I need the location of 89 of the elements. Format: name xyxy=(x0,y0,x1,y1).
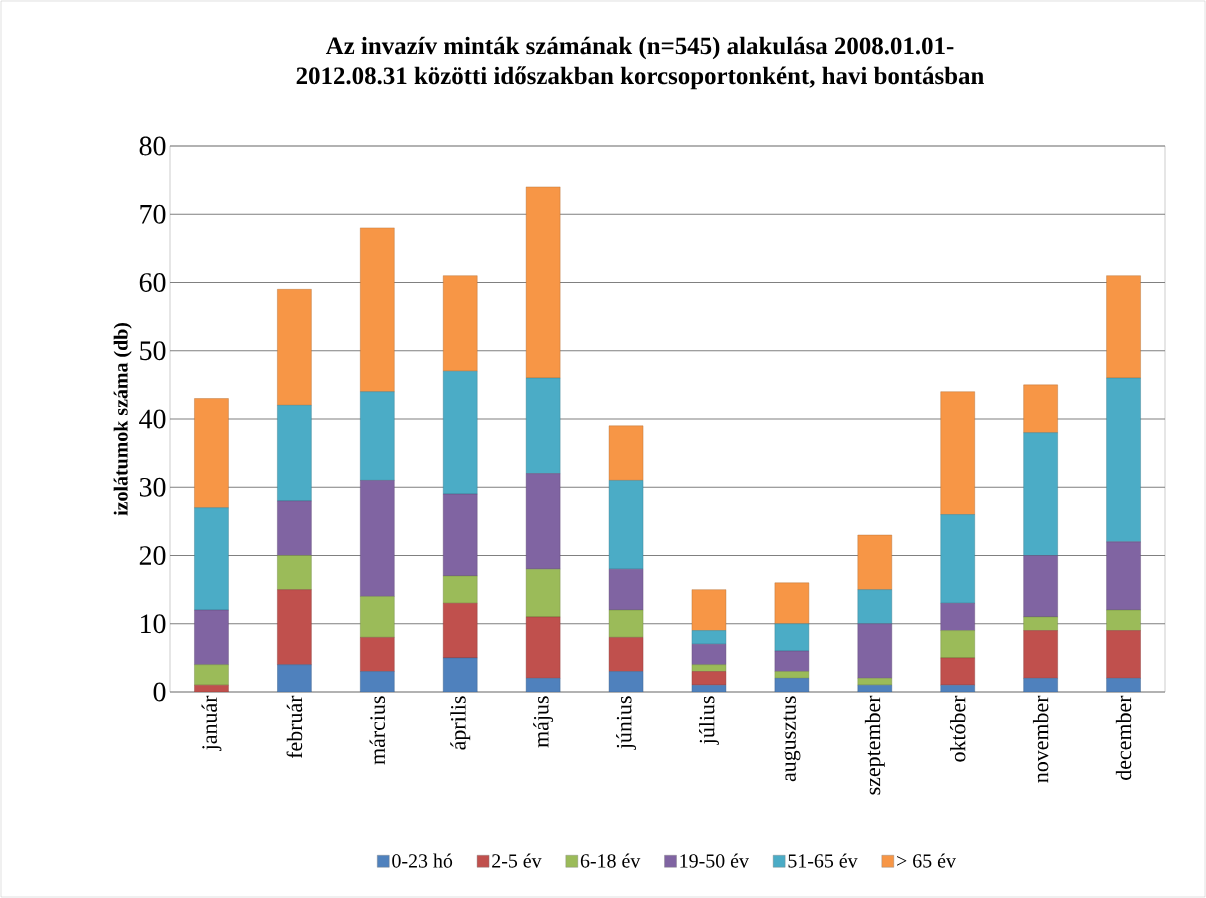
bar xyxy=(1023,630,1058,679)
x-tick-label: február xyxy=(286,695,303,759)
bar xyxy=(360,227,395,392)
bar xyxy=(774,671,810,679)
bar xyxy=(277,405,312,502)
bar xyxy=(277,589,312,665)
bar xyxy=(940,657,975,686)
bar xyxy=(194,507,229,611)
bar xyxy=(277,289,312,406)
chart-title: Az invazív minták számának (n=545) alakulása 2008.01.01- 2012.08.31 közötti időszakban korcsoportonként, havi bontásban xyxy=(296,36,984,90)
bar xyxy=(443,575,478,604)
bar xyxy=(857,623,892,679)
x-tick-label: október xyxy=(949,695,966,762)
bar xyxy=(360,480,395,597)
y-axis-title: izolátumok száma (db) xyxy=(113,323,132,516)
bar xyxy=(608,425,644,481)
bar xyxy=(194,398,229,508)
x-tick-label: július xyxy=(699,696,719,745)
bar xyxy=(691,644,727,665)
y-tick-label: 50 xyxy=(140,341,166,361)
x-tick-label: január xyxy=(201,695,222,751)
x-tick-label: szeptember xyxy=(864,695,885,795)
bar xyxy=(1106,541,1141,611)
legend-label: 51-65 év xyxy=(788,853,858,868)
bar xyxy=(857,534,892,590)
bar xyxy=(774,582,810,624)
legend-label: 0-23 hó xyxy=(392,853,453,868)
x-tick-label: december xyxy=(1115,695,1132,780)
y-tick-label: 30 xyxy=(139,477,166,497)
bar xyxy=(443,275,478,372)
bar xyxy=(1023,432,1058,556)
bar xyxy=(525,568,561,618)
bar xyxy=(194,609,229,665)
bar xyxy=(1106,609,1141,631)
bar xyxy=(691,671,727,686)
bar xyxy=(443,603,478,659)
y-tick-label: 40 xyxy=(139,409,166,429)
x-tick-label: március xyxy=(369,696,386,765)
bar xyxy=(443,493,478,577)
bar xyxy=(525,377,561,474)
bar xyxy=(940,630,975,659)
y-tick-label: 0 xyxy=(153,682,166,702)
x-tick-label: április xyxy=(450,696,471,750)
bar xyxy=(277,555,312,590)
y-tick-label: 10 xyxy=(141,614,166,634)
bar xyxy=(857,589,892,624)
bar xyxy=(360,596,395,638)
bar xyxy=(1023,555,1058,618)
y-tick-label: 70 xyxy=(140,204,166,224)
bar xyxy=(277,664,312,692)
y-tick-label: 80 xyxy=(139,136,166,156)
x-tick-label: november xyxy=(1032,695,1049,783)
y-tick-label: 20 xyxy=(139,546,166,565)
bar xyxy=(525,186,561,379)
bar xyxy=(691,664,727,672)
bar xyxy=(774,650,810,672)
bar xyxy=(1106,377,1141,543)
bar xyxy=(1106,275,1141,379)
bar xyxy=(277,500,312,556)
bar xyxy=(940,391,975,515)
bar xyxy=(940,514,975,604)
bar xyxy=(940,603,975,631)
legend-label: 19-50 év xyxy=(680,853,749,868)
bar xyxy=(360,637,395,672)
bar xyxy=(360,391,395,481)
legend-label: 6-18 év xyxy=(580,853,641,868)
y-tick-label: 60 xyxy=(139,273,166,292)
bar xyxy=(608,480,644,570)
x-tick-label: május xyxy=(533,696,554,748)
bar xyxy=(691,630,727,645)
bar xyxy=(360,671,395,692)
bar xyxy=(194,664,229,686)
legend-label: > 65 év xyxy=(897,853,956,868)
x-tick-label: augusztus xyxy=(783,696,801,782)
bar xyxy=(525,616,561,679)
bar xyxy=(691,589,727,631)
bar xyxy=(608,568,644,611)
bar xyxy=(525,473,561,570)
bar xyxy=(1023,384,1058,433)
bar xyxy=(857,678,892,686)
bar xyxy=(443,657,478,692)
x-tick-label: június xyxy=(616,696,637,750)
legend-label: 2-5 év xyxy=(492,853,542,868)
bar xyxy=(1023,616,1058,631)
bar xyxy=(608,609,644,638)
bar xyxy=(1106,630,1141,679)
bar xyxy=(774,623,810,652)
bar xyxy=(608,637,644,672)
bar xyxy=(443,371,478,495)
